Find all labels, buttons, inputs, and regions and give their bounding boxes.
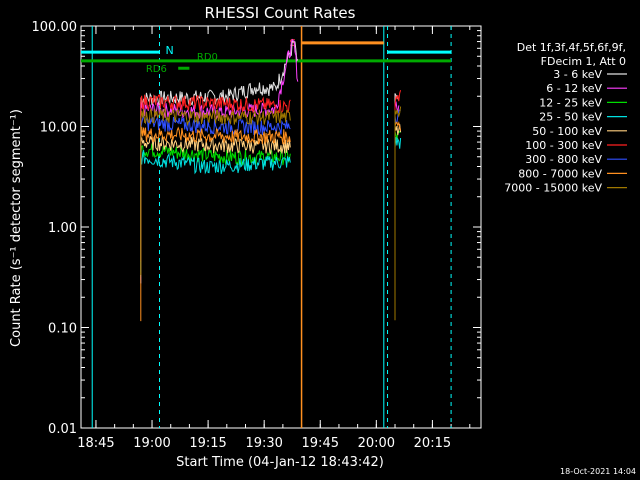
legend-entry-label: 50 - 100 keV [532, 125, 602, 138]
series-line [394, 90, 402, 274]
x-tick-label: 20:00 [358, 436, 395, 451]
legend-entry-label: 300 - 800 keV [525, 153, 602, 166]
x-tick-label: 20:15 [414, 436, 451, 451]
series-line [140, 150, 291, 273]
legend-entry-label: 25 - 50 keV [539, 111, 602, 124]
y-tick-label: 0.01 [48, 422, 77, 437]
series-line [140, 126, 291, 322]
x-tick-label: 18:45 [77, 436, 114, 451]
legend-entry-label: 6 - 12 keV [546, 82, 602, 95]
x-tick-label: 19:30 [245, 436, 282, 451]
footer-timestamp: 18-Oct-2021 14:04 [560, 467, 636, 476]
legend-entry-label: 3 - 6 keV [553, 68, 602, 81]
decimation-bar-label: RD0 [197, 52, 218, 63]
series-line [394, 106, 402, 321]
legend-entry-label: 7000 - 15000 keV [504, 182, 602, 195]
x-tick-label: 19:45 [302, 436, 339, 451]
decimation-bar-2-label: RD6 [146, 64, 167, 75]
night-bar-label: N [166, 44, 174, 57]
series-layer [140, 38, 402, 322]
x-tick-label: 19:00 [133, 436, 170, 451]
legend-title-line: Det 1f,3f,4f,5f,6f,9f, [517, 41, 626, 54]
legend-entry-label: 100 - 300 keV [525, 139, 602, 152]
y-tick-label: 10.00 [40, 121, 77, 136]
legend-entry-label: 12 - 25 keV [539, 96, 602, 109]
series-line [140, 94, 291, 261]
saa-bar-label: S [290, 38, 296, 49]
chart-title: RHESSI Count Rates [205, 4, 356, 22]
legend-title-line: FDecim 1, Att 0 [541, 55, 626, 68]
y-tick-label: 100.00 [32, 20, 78, 35]
legend-entry-label: 800 - 7000 keV [518, 167, 602, 180]
y-axis: 0.01 0.10 1.00 10.00 100.00 [32, 20, 481, 437]
y-tick-label: 1.00 [48, 221, 77, 236]
x-axis-label: Start Time (04-Jan-12 18:43:42) [176, 455, 384, 470]
legend: Det 1f,3f,4f,5f,6f,9f,FDecim 1, Att 03 -… [504, 41, 627, 195]
y-axis-label: Count Rate (s⁻¹ detector segment⁻¹) [9, 109, 24, 347]
x-tick-label: 19:15 [189, 436, 226, 451]
annotation-layer: N S RD0 RD6 [81, 26, 452, 428]
y-tick-label: 0.10 [48, 322, 77, 337]
series-line [140, 108, 291, 275]
